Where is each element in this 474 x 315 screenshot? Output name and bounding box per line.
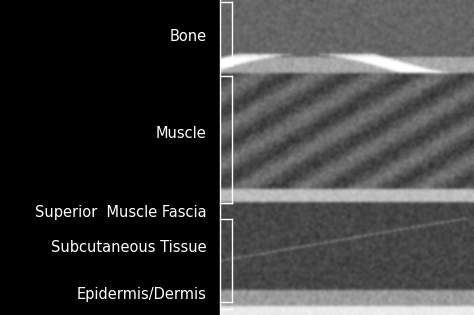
Text: Subcutaneous Tissue: Subcutaneous Tissue	[51, 240, 207, 255]
Text: Bone: Bone	[170, 29, 207, 44]
Text: Superior  Muscle Fascia: Superior Muscle Fascia	[35, 205, 207, 220]
Text: Muscle: Muscle	[156, 126, 207, 141]
Text: Epidermis/Dermis: Epidermis/Dermis	[77, 287, 207, 302]
